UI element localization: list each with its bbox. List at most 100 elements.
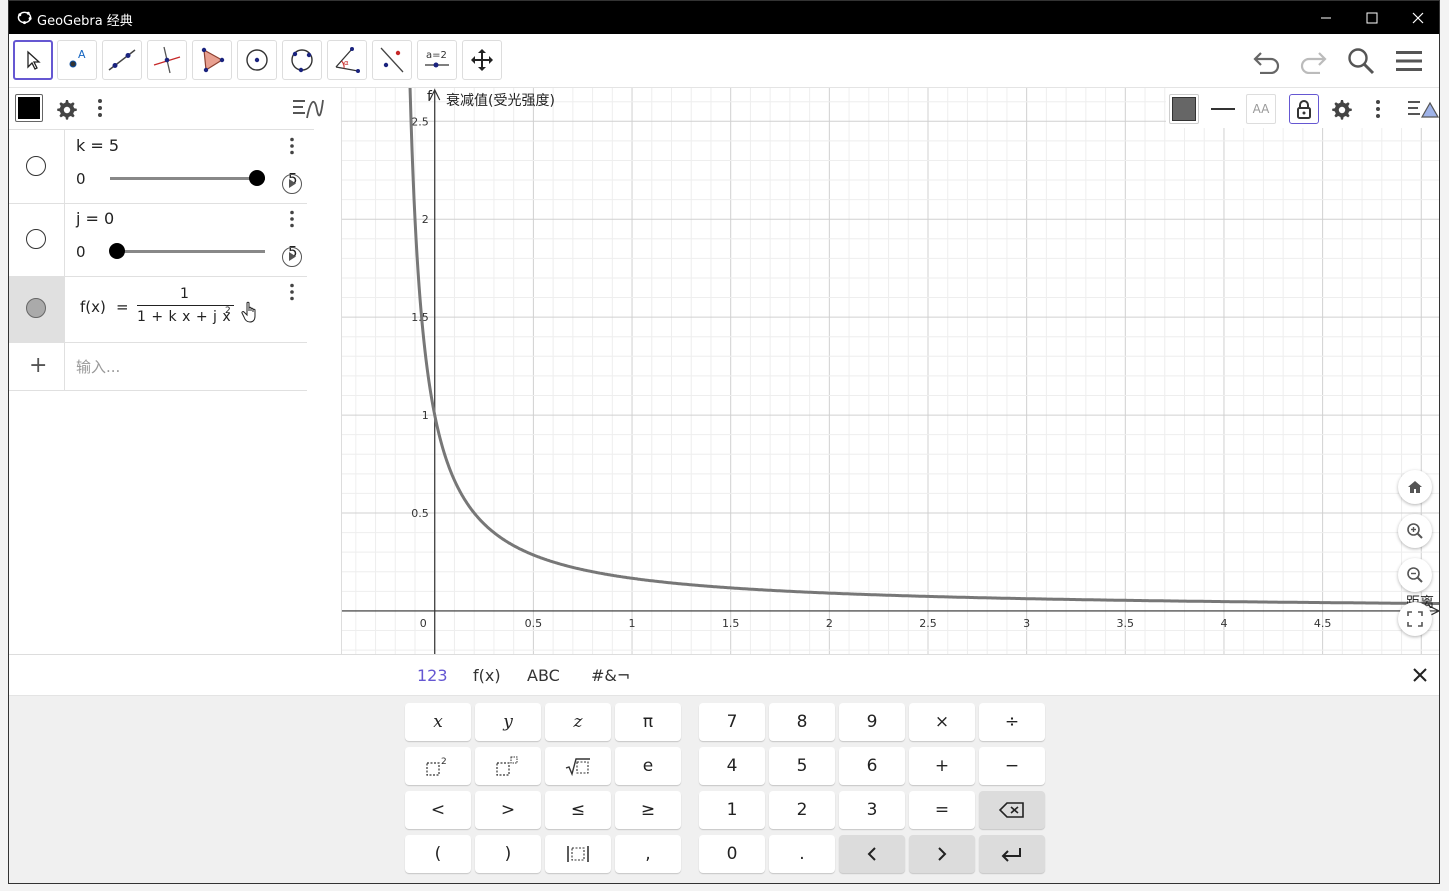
key-0[interactable]: 0 (699, 835, 765, 873)
close-keyboard-icon[interactable] (1412, 667, 1428, 683)
minimize-button[interactable] (1303, 1, 1349, 34)
algebra-input-row[interactable]: + 输入... (9, 343, 307, 391)
key-e[interactable]: e (615, 747, 681, 785)
fullscreen-icon (1407, 611, 1423, 627)
key-open-paren[interactable]: ( (405, 835, 471, 873)
graph-canvas[interactable]: 0.5 1 1.5 2 2.5 3 3.5 4 4.5 0.5 1 1.5 2 2.5 0 (342, 88, 1440, 654)
key-equals[interactable]: = (909, 791, 975, 829)
more-options-icon[interactable] (289, 210, 295, 228)
key-greater-than[interactable]: > (475, 791, 541, 829)
redo-button[interactable] (1295, 43, 1331, 79)
algebra-input-field[interactable]: 输入... (76, 358, 121, 376)
slider-knob-j[interactable] (109, 243, 125, 259)
key-z[interactable]: z (545, 703, 611, 741)
perpendicular-line-tool-button[interactable] (147, 40, 187, 80)
standard-view-button[interactable] (1398, 470, 1432, 504)
move-tool-button[interactable] (13, 40, 53, 80)
slider-track-j[interactable] (110, 250, 265, 253)
move-graphics-tool-button[interactable] (462, 40, 502, 80)
color-button[interactable] (1169, 94, 1199, 124)
more-options-icon[interactable] (97, 98, 103, 118)
key-8[interactable]: 8 (769, 703, 835, 741)
undo-button[interactable] (1249, 43, 1285, 79)
key-7[interactable]: 7 (699, 703, 765, 741)
key-greater-equal[interactable]: ≥ (615, 791, 681, 829)
key-square[interactable]: 2 (405, 747, 471, 785)
graphics-view[interactable]: 0.5 1 1.5 2 2.5 3 3.5 4 4.5 0.5 1 1.5 2 2.5 0 f 衰减值(受光… (342, 88, 1440, 654)
polygon-tool-button[interactable] (192, 40, 232, 80)
graphics-view-toggle-button[interactable] (1405, 94, 1439, 124)
key-multiply[interactable]: × (909, 703, 975, 741)
more-options-icon[interactable] (289, 283, 295, 301)
key-less-equal[interactable]: ≤ (545, 791, 611, 829)
key-sqrt[interactable] (545, 747, 611, 785)
line-tool-button[interactable] (102, 40, 142, 80)
zoom-out-button[interactable] (1398, 558, 1432, 592)
key-3[interactable]: 3 (839, 791, 905, 829)
slider-tool-button[interactable]: a=2 (417, 40, 457, 80)
graphics-more-button[interactable] (1363, 94, 1393, 124)
key-decimal[interactable]: . (769, 835, 835, 873)
key-divide[interactable]: ÷ (979, 703, 1045, 741)
visibility-toggle-k[interactable] (26, 156, 46, 176)
tab-functions[interactable]: f(x) (473, 666, 501, 685)
tab-numbers[interactable]: 123 (417, 666, 448, 685)
function-curve-f[interactable] (408, 88, 1440, 605)
add-icon[interactable]: + (29, 353, 48, 378)
lock-button[interactable] (1289, 94, 1319, 124)
key-right-arrow[interactable] (909, 835, 975, 873)
zoom-in-button[interactable] (1398, 514, 1432, 548)
key-y[interactable]: y (475, 703, 541, 741)
key-minus[interactable]: − (979, 747, 1045, 785)
polygon-icon (201, 47, 225, 73)
search-button[interactable] (1343, 43, 1379, 79)
slider-track-k[interactable] (110, 177, 265, 180)
circle-tool-button[interactable] (237, 40, 277, 80)
conic-tool-button[interactable] (282, 40, 322, 80)
key-enter[interactable] (979, 835, 1045, 873)
gear-icon[interactable] (54, 97, 78, 121)
main-menu-button[interactable] (1391, 43, 1427, 79)
algebra-item-f[interactable]: f(x) = 1 1 + k x + j x 2 (9, 277, 307, 343)
key-x[interactable]: x (405, 703, 471, 741)
text-style-button[interactable]: AA (1246, 94, 1276, 124)
key-pi[interactable]: π (615, 703, 681, 741)
key-left-arrow[interactable] (839, 835, 905, 873)
point-tool-button[interactable]: A (57, 40, 97, 80)
key-abs[interactable] (545, 835, 611, 873)
key-power[interactable] (475, 747, 541, 785)
color-swatch-button[interactable] (15, 94, 43, 122)
graphics-settings-button[interactable] (1326, 94, 1356, 124)
more-options-icon[interactable] (289, 137, 295, 155)
key-2[interactable]: 2 (769, 791, 835, 829)
line-style-button[interactable] (1208, 94, 1238, 124)
reflect-line-icon (380, 47, 404, 73)
slider-tool-label: a=2 (426, 50, 447, 61)
key-plus[interactable]: + (909, 747, 975, 785)
play-animation-button[interactable] (282, 247, 302, 267)
close-window-button[interactable] (1395, 1, 1439, 34)
abs-template-icon (567, 846, 589, 862)
key-less-than[interactable]: < (405, 791, 471, 829)
tab-symbols[interactable]: #&¬ (591, 666, 631, 685)
play-animation-button[interactable] (282, 174, 302, 194)
maximize-button[interactable] (1349, 1, 1395, 34)
tab-abc[interactable]: ABC (527, 666, 560, 685)
key-close-paren[interactable]: ) (475, 835, 541, 873)
reflect-tool-button[interactable] (372, 40, 412, 80)
geogebra-app-icon (17, 11, 32, 25)
key-9[interactable]: 9 (839, 703, 905, 741)
fullscreen-button[interactable] (1398, 602, 1432, 636)
key-4[interactable]: 4 (699, 747, 765, 785)
angle-tool-button[interactable]: α (327, 40, 367, 80)
key-comma[interactable]: , (615, 835, 681, 873)
key-backspace[interactable] (979, 791, 1045, 829)
algebra-view-toggle-icon[interactable] (291, 96, 325, 122)
visibility-toggle-f[interactable] (26, 298, 46, 318)
key-5[interactable]: 5 (769, 747, 835, 785)
key-6[interactable]: 6 (839, 747, 905, 785)
visibility-toggle-j[interactable] (26, 229, 46, 249)
slider-knob-k[interactable] (249, 170, 265, 186)
axes (342, 88, 1439, 654)
key-1[interactable]: 1 (699, 791, 765, 829)
